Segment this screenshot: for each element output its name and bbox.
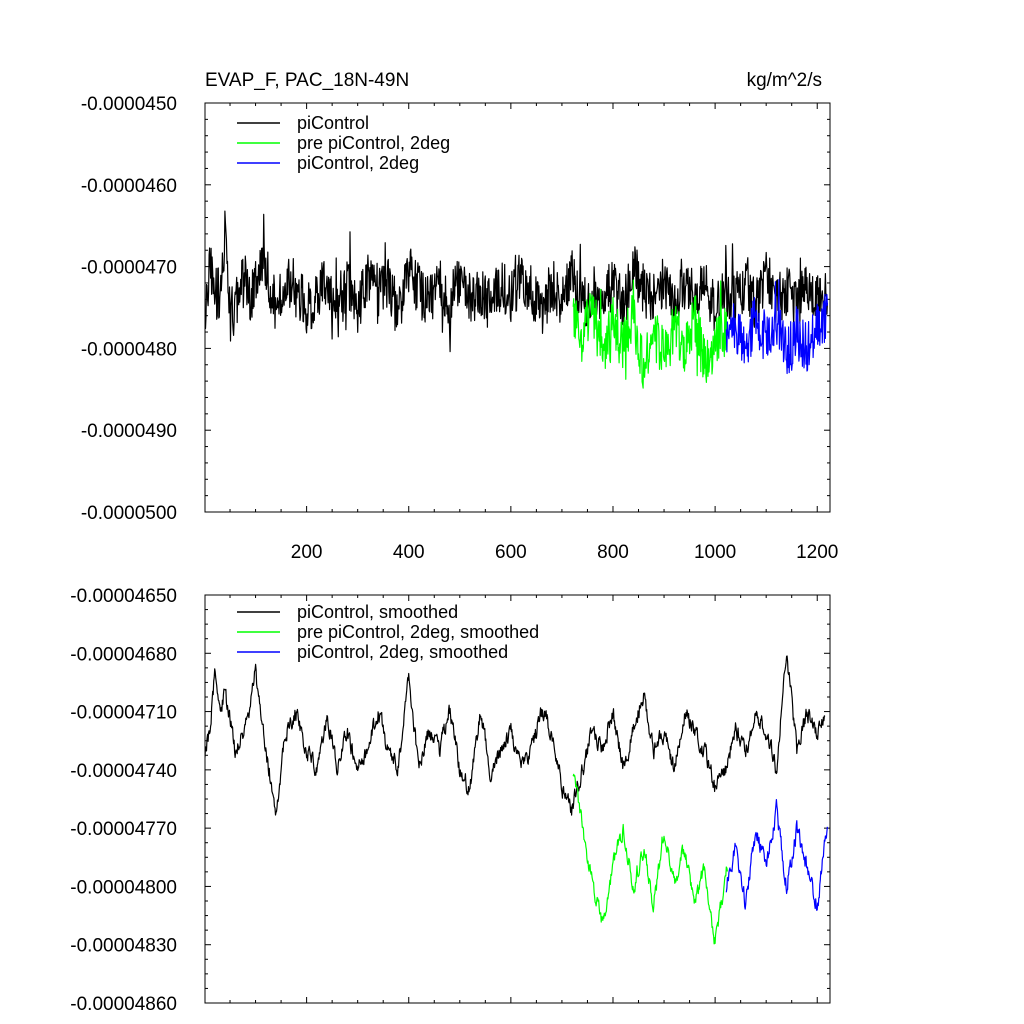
top-panel: -0.0000450 -0.0000460 -0.0000470 -0.0000480… (81, 70, 839, 563)
y-tick-label: -0.00004680 (70, 644, 177, 665)
x-tick-label: 600 (495, 542, 527, 563)
series-line-picontrol-smoothed (205, 655, 826, 816)
x-tick-label: 800 (597, 542, 629, 563)
units-label: kg/m^2/s (747, 70, 822, 91)
y-tick-label: -0.00004650 (70, 586, 177, 607)
legend-label: pre piControl, 2deg, smoothed (297, 622, 539, 642)
series-group (205, 655, 828, 945)
series-line-pre-picontrol-2deg (572, 279, 728, 389)
y-tick-label: -0.00004800 (70, 877, 177, 898)
series-line-picontrol-2deg (725, 279, 828, 375)
series-line-pre-picontrol-2deg-smoothed (572, 773, 728, 945)
legend-label: pre piControl, 2deg (297, 133, 450, 153)
legend-label: piControl, 2deg (297, 153, 419, 173)
y-tick-label: -0.0000480 (81, 339, 177, 360)
x-tick-label: 400 (393, 542, 425, 563)
series-line-picontrol-2deg-smoothed (725, 799, 828, 911)
y-tick-label: -0.00004770 (70, 819, 177, 840)
x-tick-label: 200 (291, 542, 323, 563)
y-tick-label: -0.00004710 (70, 703, 177, 724)
legend-label: piControl (297, 113, 369, 133)
legend-label: piControl, smoothed (297, 602, 458, 622)
y-tick-label: -0.0000500 (81, 503, 177, 524)
bottom-panel: -0.00004650 -0.00004680 -0.00004710 -0.0000… (70, 586, 831, 1015)
chart-title: EVAP_F, PAC_18N-49N (205, 70, 409, 91)
series-line-picontrol (205, 210, 828, 353)
y-tick-label: -0.00004830 (70, 936, 177, 957)
y-tick-label: -0.0000450 (81, 94, 177, 115)
legend-label: piControl, 2deg, smoothed (297, 642, 508, 662)
y-tick-label: -0.00004740 (70, 761, 177, 782)
series-group (205, 210, 828, 389)
y-tick-label: -0.0000470 (81, 258, 177, 279)
y-tick-label: -0.0000490 (81, 421, 177, 442)
plot-frame (204, 102, 831, 513)
x-tick-label: 1200 (796, 542, 838, 563)
x-tick-label: 1000 (694, 542, 736, 563)
y-tick-label: -0.00004860 (70, 994, 177, 1015)
y-tick-label: -0.0000460 (81, 176, 177, 197)
